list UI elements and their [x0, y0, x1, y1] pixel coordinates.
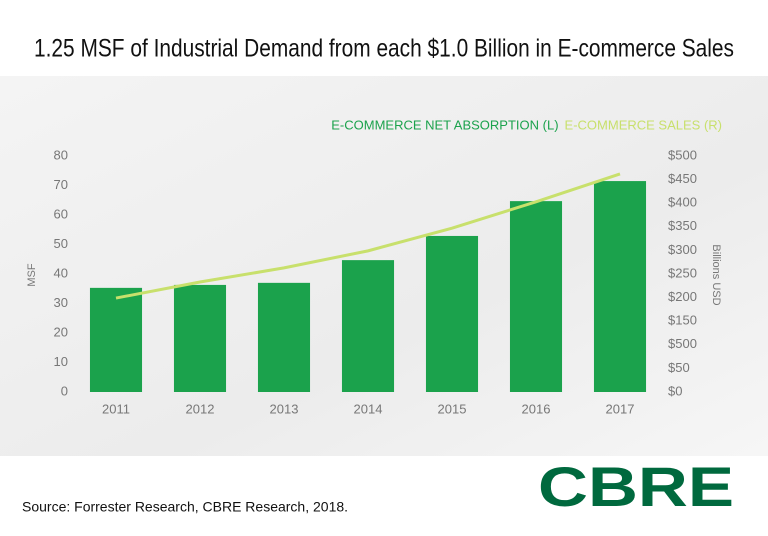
y-axis-label: MSF: [26, 263, 38, 287]
bar: [173, 284, 227, 392]
y2-tick-label: $0: [668, 383, 682, 398]
logo: CBRE: [538, 455, 734, 518]
y-tick-label: 30: [54, 295, 68, 310]
y-tick-label: 40: [54, 265, 68, 280]
legend-label: E-COMMERCE SALES (R): [565, 117, 722, 132]
y2-tick-label: $150: [668, 313, 697, 328]
y2-axis-label: Billions USD: [710, 244, 722, 305]
bar: [509, 201, 563, 392]
y-tick-label: 0: [61, 383, 68, 398]
x-tick-label: 2016: [522, 401, 551, 416]
bar: [341, 260, 395, 392]
source-note: Source: Forrester Research, CBRE Researc…: [22, 499, 348, 515]
y-tick-label: 50: [54, 236, 68, 251]
y-tick-label: 80: [54, 147, 68, 162]
y2-tick-label: $200: [668, 289, 697, 304]
x-tick-label: 2011: [102, 401, 130, 416]
x-tick-label: 2015: [438, 401, 467, 416]
x-tick-label: 2017: [606, 401, 635, 416]
y2-tick-label: $400: [668, 195, 697, 210]
y2-tick-label: $500: [668, 336, 697, 351]
chart-title: 1.25 MSF of Industrial Demand from each …: [34, 35, 734, 63]
y2-tick-label: $500: [668, 147, 697, 162]
legend-label: E-COMMERCE NET ABSORPTION (L): [331, 117, 558, 132]
bar: [89, 287, 143, 392]
x-tick-label: 2013: [270, 401, 299, 416]
y2-tick-label: $250: [668, 265, 697, 280]
y-tick-label: 20: [54, 324, 68, 339]
y-tick-label: 10: [54, 354, 68, 369]
y2-tick-label: $450: [668, 171, 697, 186]
bar: [425, 235, 479, 392]
bar: [257, 282, 311, 392]
line: [115, 172, 621, 300]
x-tick-label: 2012: [186, 401, 215, 416]
bar: [593, 181, 647, 392]
y-tick-label: 60: [54, 206, 68, 221]
y2-tick-label: $50: [668, 360, 690, 375]
y-tick-label: 70: [54, 177, 68, 192]
y2-tick-label: $300: [668, 242, 697, 257]
x-tick-label: 2014: [354, 401, 383, 416]
y2-tick-label: $350: [668, 218, 697, 233]
